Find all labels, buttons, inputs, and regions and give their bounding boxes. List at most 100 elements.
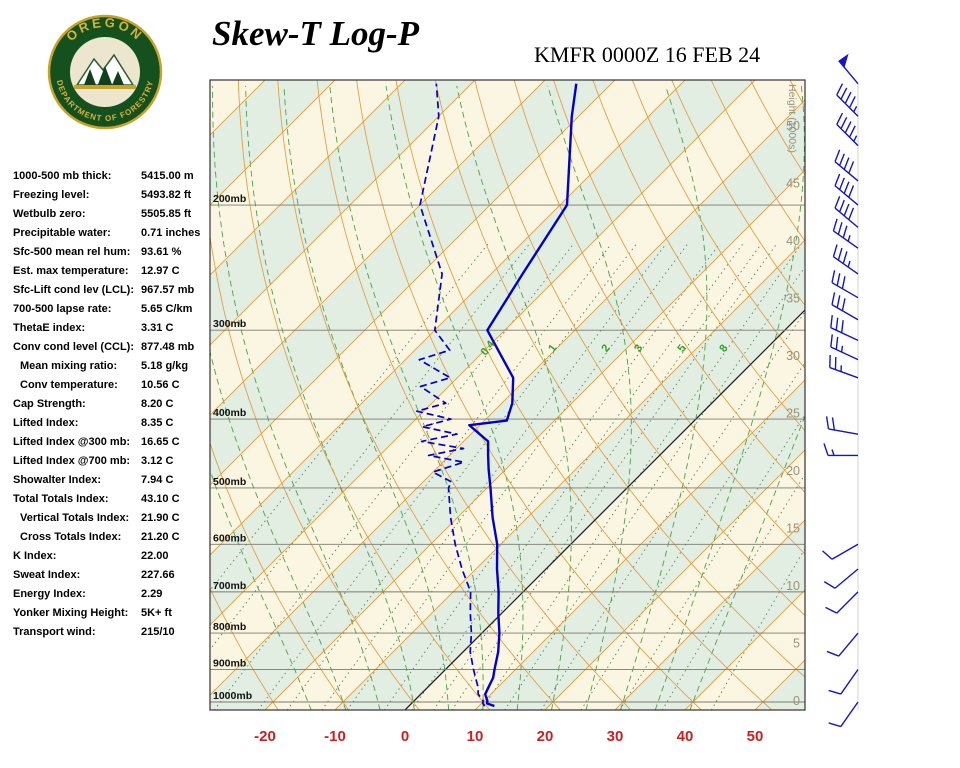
temp-axis-label: 20 (537, 728, 554, 745)
index-label: Mean mixing ratio: (20, 360, 118, 372)
index-label: Cap Strength: (13, 398, 86, 410)
wind-barb (825, 591, 859, 614)
height-label: 20 (786, 464, 800, 478)
temp-axis-label: 10 (467, 728, 484, 745)
index-value: 12.97 C (141, 265, 180, 277)
wind-barb (825, 416, 859, 435)
pressure-label: 800mb (213, 621, 246, 633)
temp-axis-label: 0 (401, 728, 409, 745)
temperature-axis-labels: -20 -10 0 10 20 30 40 50 (254, 728, 763, 745)
wind-barb (832, 244, 859, 275)
index-row: Showalter Index: 7.94 C (13, 471, 213, 490)
index-label: Est. max temperature: (13, 265, 129, 277)
height-label: 50 (786, 119, 800, 133)
index-value: 967.57 mb (141, 284, 195, 296)
wind-barb (834, 196, 859, 228)
index-value: 8.20 C (141, 398, 174, 410)
height-label: 5 (793, 637, 800, 651)
dewpoint-trace (415, 83, 486, 707)
index-row: Precipitable water: 0.71 inches (13, 224, 213, 243)
index-value: 5.65 C/km (141, 303, 193, 315)
height-label: 25 (786, 407, 800, 421)
wind-barb (831, 292, 859, 321)
height-label: 10 (786, 579, 800, 593)
index-label: Vertical Totals Index: (20, 512, 130, 524)
wind-barb (828, 669, 859, 695)
index-label: Freezing level: (13, 189, 90, 201)
wind-barb (828, 701, 859, 728)
index-row: Cap Strength: 8.20 C (13, 395, 213, 414)
index-row: Mean mixing ratio: 5.18 g/kg (13, 357, 213, 376)
mixing-ratio-label: 5 (675, 342, 688, 354)
index-label: Transport wind: (13, 626, 96, 638)
pressure-label: 900mb (213, 657, 246, 669)
index-label: Conv cond level (CCL): (13, 341, 135, 353)
station-datetime: KMFR 0000Z 16 FEB 24 (534, 42, 761, 67)
wind-barb (829, 354, 859, 379)
index-value: 0.71 inches (141, 227, 201, 239)
index-row: Wetbulb zero: 5505.85 ft (13, 205, 213, 224)
index-label: Sfc-Lift cond lev (LCL): (13, 284, 134, 296)
pressure-label: 700mb (213, 580, 246, 592)
index-value: 16.65 C (141, 436, 180, 448)
pressure-label: 400mb (213, 407, 246, 419)
index-label: Yonker Mixing Height: (13, 607, 129, 619)
index-row: Yonker Mixing Height: 5K+ ft (13, 604, 213, 623)
height-label: 35 (786, 292, 800, 306)
index-label: 700-500 lapse rate: (13, 303, 112, 315)
index-value: 3.31 C (141, 322, 174, 334)
index-row: Freezing level: 5493.82 ft (13, 186, 213, 205)
odf-logo: OREGON DEPARTMENT OF FORESTRY (47, 15, 163, 130)
tree-icon (84, 69, 96, 85)
wind-barb (823, 443, 858, 457)
wind-barbs (822, 53, 859, 728)
wind-barb (826, 632, 859, 657)
height-label: 30 (786, 349, 800, 363)
wind-barb (838, 53, 859, 85)
temp-axis-label: -20 (254, 728, 276, 745)
wind-barb (830, 334, 859, 361)
index-value: 5493.82 ft (141, 189, 192, 201)
page-title: Skew-T Log-P (212, 14, 420, 53)
index-value: 215/10 (141, 626, 175, 638)
mixing-ratio-label: 8 (717, 343, 730, 355)
moist-adiabats (210, 85, 805, 710)
index-value: 8.35 C (141, 417, 174, 429)
temp-axis-label: 50 (747, 728, 764, 745)
wind-barb (836, 83, 859, 117)
chart-border (209, 79, 806, 711)
index-row: 700-500 lapse rate: 5.65 C/km (13, 300, 213, 319)
wind-barb (834, 173, 859, 206)
index-value: 3.12 C (141, 455, 174, 467)
index-row: Energy Index: 2.29 (13, 585, 213, 604)
index-value: 5505.85 ft (141, 208, 192, 220)
index-row: Transport wind: 215/10 (13, 623, 213, 642)
index-value: 227.66 (141, 569, 175, 581)
index-value: 877.48 mb (141, 341, 195, 353)
wind-barb (834, 149, 859, 182)
pressure-label: 500mb (213, 476, 246, 488)
index-value: 7.94 C (141, 474, 174, 486)
index-value: 5415.00 m (141, 170, 194, 182)
index-row: Total Totals Index: 43.10 C (13, 490, 213, 509)
pressure-label: 300mb (213, 318, 246, 330)
index-label: Cross Totals Index: (20, 531, 122, 543)
indices-panel: 1000-500 mb thick: 5415.00 m Freezing leve… (13, 167, 213, 642)
pressure-label: 1000mb (213, 690, 252, 702)
index-value: 21.90 C (141, 512, 180, 524)
index-row: 1000-500 mb thick: 5415.00 m (13, 167, 213, 186)
height-axis-title: Height (1000s) (786, 84, 798, 153)
wind-barb (831, 270, 859, 299)
temp-axis-label: 40 (677, 728, 694, 745)
index-row: Conv temperature: 10.56 C (13, 376, 213, 395)
index-value: 10.56 C (141, 379, 180, 391)
index-row: Lifted Index @700 mb: 3.12 C (13, 452, 213, 471)
index-label: Lifted Index: (13, 417, 79, 429)
index-value: 43.10 C (141, 493, 180, 505)
index-row: Lifted Index @300 mb: 16.65 C (13, 433, 213, 452)
index-row: K Index: 22.00 (13, 547, 213, 566)
index-value: 93.61 % (141, 246, 182, 258)
index-label: K Index: (13, 550, 57, 562)
temp-axis-label: -10 (324, 728, 346, 745)
height-label: 15 (786, 522, 800, 536)
